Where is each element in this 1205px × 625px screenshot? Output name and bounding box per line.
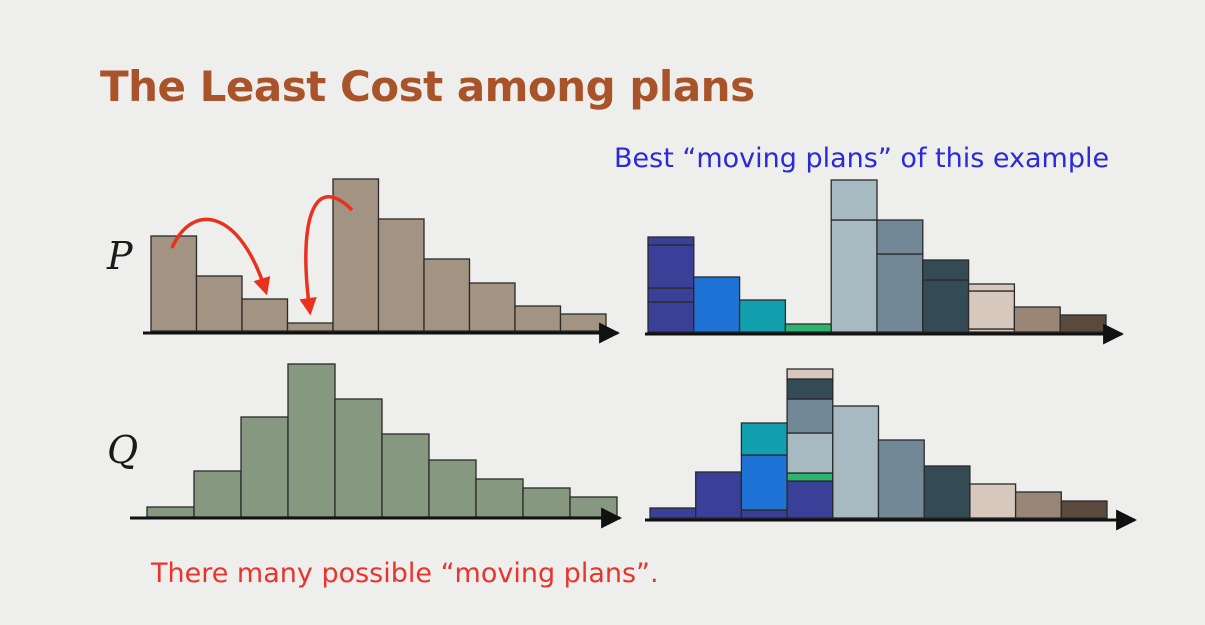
segment-q-colored-10-1 [1060, 500, 1108, 519]
bar-q-1 [146, 506, 195, 518]
segment-q-colored-4-1 [786, 480, 834, 519]
segment-q-colored-4-6 [786, 368, 834, 380]
bar-q-4 [287, 363, 336, 518]
segment-q-colored-1-1 [649, 507, 697, 519]
segment-p-colored-10-1 [1059, 314, 1107, 333]
segment-p-colored-8-2 [967, 290, 1016, 330]
best-plans-caption: Best “moving plans” of this example [614, 143, 1110, 174]
segment-p-colored-1-3 [647, 244, 695, 289]
segment-p-colored-7-2 [922, 259, 970, 281]
bar-q-3 [240, 416, 289, 518]
segment-q-colored-3-2 [740, 454, 788, 511]
segment-q-colored-3-1 [740, 509, 788, 519]
segment-p-colored-1-1 [647, 301, 695, 333]
move-arrow-2 [299, 195, 354, 316]
bar-q-9 [522, 487, 571, 518]
bar-q-7 [428, 459, 477, 518]
segment-p-colored-5-2 [830, 179, 878, 221]
bar-q-2 [193, 470, 242, 518]
bar-q-8 [475, 478, 524, 518]
segment-p-colored-6-2 [876, 219, 924, 255]
bar-p-8 [468, 282, 516, 332]
bar-p-6 [377, 218, 425, 332]
distribution-q-label: Q [107, 428, 139, 472]
slide-title: The Least Cost among plans [100, 62, 755, 111]
segment-p-colored-2-1 [693, 276, 741, 333]
segment-q-colored-6-1 [877, 439, 925, 519]
segment-p-colored-4-1 [784, 323, 832, 333]
segment-q-colored-4-5 [786, 378, 834, 400]
histogram-p [150, 178, 607, 332]
segment-q-colored-2-1 [695, 471, 743, 519]
segment-q-colored-4-3 [786, 432, 834, 474]
histogram-q-colored [649, 368, 1108, 519]
bar-p-10 [559, 313, 607, 332]
distribution-p-label: P [107, 234, 133, 278]
segment-p-colored-6-1 [876, 253, 924, 333]
segment-q-colored-4-2 [786, 472, 834, 482]
bar-q-10 [569, 496, 618, 518]
segment-p-colored-8-3 [967, 283, 1016, 292]
histogram-q [146, 363, 618, 518]
segment-q-colored-9-1 [1014, 491, 1062, 519]
bar-p-2 [195, 275, 243, 332]
axes [130, 322, 1138, 531]
histogram-p-colored [647, 179, 1107, 333]
segment-q-colored-3-3 [740, 422, 788, 456]
bar-p-5 [332, 178, 380, 332]
segment-q-colored-5-1 [832, 405, 880, 519]
segment-p-colored-7-1 [922, 279, 970, 333]
segment-p-colored-1-2 [647, 287, 695, 303]
bar-p-3 [241, 298, 289, 332]
moving-arrows [170, 195, 354, 316]
bar-p-4 [286, 322, 334, 332]
bar-p-1 [150, 235, 198, 332]
segment-q-colored-4-4 [786, 398, 834, 434]
moving-plans-note: There many possible “moving plans”. [151, 558, 659, 589]
segment-q-colored-7-1 [923, 465, 971, 519]
segment-p-colored-9-1 [1013, 306, 1061, 333]
segment-p-colored-1-4 [647, 236, 695, 246]
segment-p-colored-3-1 [738, 299, 787, 333]
move-arrow-1 [170, 217, 271, 296]
segment-q-colored-8-1 [969, 483, 1017, 519]
bar-p-7 [423, 258, 471, 332]
bar-p-9 [514, 305, 562, 332]
bar-q-5 [334, 398, 383, 518]
segment-p-colored-5-1 [830, 219, 878, 333]
bar-q-6 [381, 433, 430, 518]
